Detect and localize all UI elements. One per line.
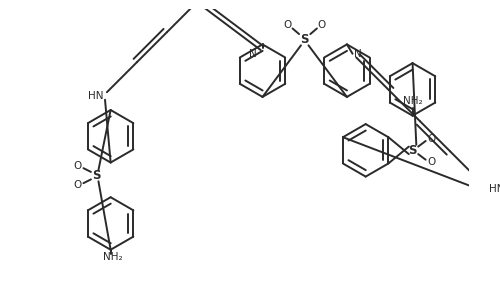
Text: S: S	[300, 33, 309, 46]
Text: HN: HN	[88, 91, 103, 101]
Text: O: O	[284, 20, 292, 30]
Text: O: O	[427, 157, 436, 167]
Text: O: O	[74, 161, 82, 171]
Text: N: N	[249, 49, 257, 59]
Text: O: O	[318, 20, 326, 30]
Text: NH₂: NH₂	[102, 252, 122, 262]
Text: O: O	[74, 180, 82, 190]
Text: N: N	[354, 49, 362, 59]
Text: HN: HN	[490, 184, 500, 194]
Text: S: S	[408, 144, 417, 157]
Text: NH₂: NH₂	[402, 96, 422, 106]
Text: S: S	[92, 169, 101, 182]
Text: O: O	[427, 134, 436, 144]
